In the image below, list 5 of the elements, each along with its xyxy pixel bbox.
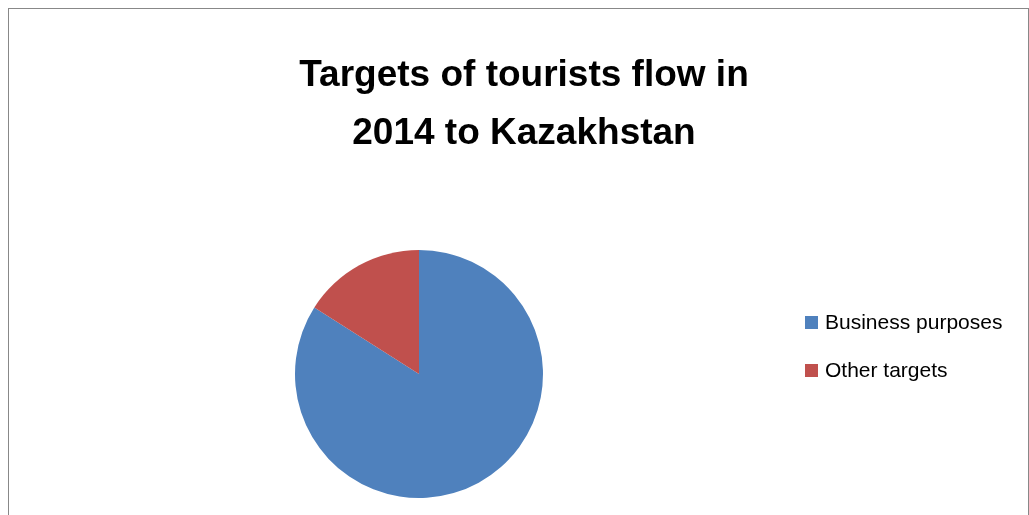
pie-slice [314, 250, 419, 374]
chart-title: Targets of tourists flow in 2014 to Kazakhstan [299, 53, 749, 152]
pie-slice [295, 250, 543, 498]
legend-label: Business purposes [825, 310, 1003, 333]
legend-label: Other targets [825, 358, 948, 381]
